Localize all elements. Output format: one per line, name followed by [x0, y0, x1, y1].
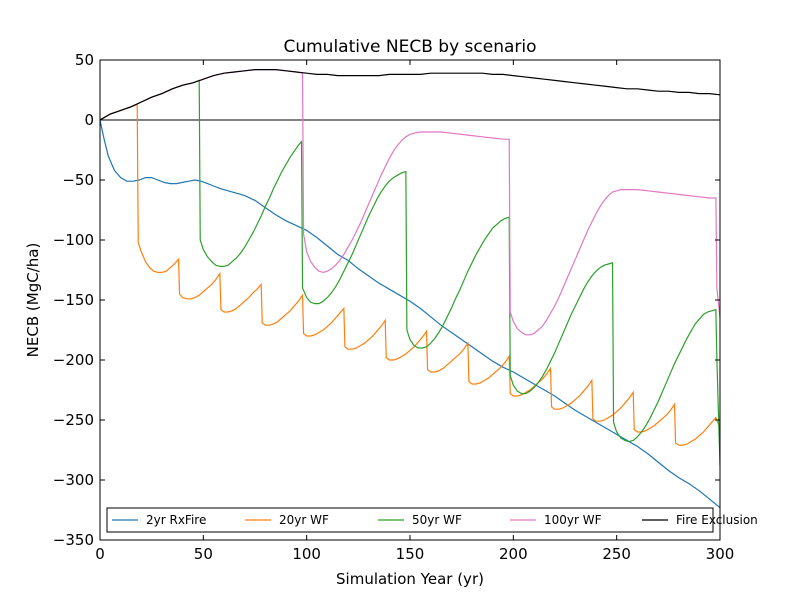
x-tick-label: 300 — [706, 545, 735, 563]
y-axis: 50 0 −50 −100 −150 −200 −250 −300 −350 — [53, 51, 720, 549]
series-line-2yr-rxfire — [100, 119, 720, 509]
x-axis: 0 50 100 150 200 250 300 — [95, 60, 734, 563]
y-tick-label: 0 — [84, 111, 94, 129]
series-line-20yr-wf — [100, 103, 720, 446]
plot-area: 0 50 100 150 200 250 300 50 0 −50 −100 −150 −200 −25… — [53, 51, 735, 563]
series-line-50yr-wf — [100, 79, 720, 466]
legend-label: Fire Exclusion — [676, 513, 758, 527]
legend-label: 2yr RxFire — [146, 513, 206, 527]
legend-box — [106, 507, 714, 533]
y-axis-label: NECB (MgC/ha) — [24, 243, 42, 358]
x-tick-label: 100 — [292, 545, 321, 563]
x-tick-label: 50 — [194, 545, 213, 563]
y-tick-label: −200 — [53, 351, 94, 369]
x-tick-label: 250 — [602, 545, 631, 563]
y-tick-label: 50 — [75, 51, 94, 69]
series-group — [100, 68, 720, 509]
chart-title: Cumulative NECB by scenario — [283, 37, 536, 57]
x-axis-label: Simulation Year (yr) — [336, 570, 484, 588]
y-tick-label: −350 — [53, 531, 94, 549]
legend-label: 50yr WF — [412, 513, 462, 527]
y-tick-label: −250 — [53, 411, 94, 429]
x-tick-label: 200 — [499, 545, 528, 563]
plot-frame — [99, 59, 721, 541]
x-tick-label: 0 — [95, 545, 105, 563]
x-tick-label: 150 — [396, 545, 425, 563]
legend: 2yr RxFire 20yr WF 50yr WF 100yr WF Fire Exc… — [106, 507, 758, 533]
series-line-fire-exclusion — [100, 68, 720, 121]
y-tick-label: −300 — [53, 471, 94, 489]
legend-label: 100yr WF — [544, 513, 602, 527]
y-tick-label: −150 — [53, 291, 94, 309]
y-tick-label: −50 — [62, 171, 94, 189]
series-line-100yr-wf — [100, 68, 720, 336]
y-tick-label: −100 — [53, 231, 94, 249]
legend-label: 20yr WF — [279, 513, 329, 527]
